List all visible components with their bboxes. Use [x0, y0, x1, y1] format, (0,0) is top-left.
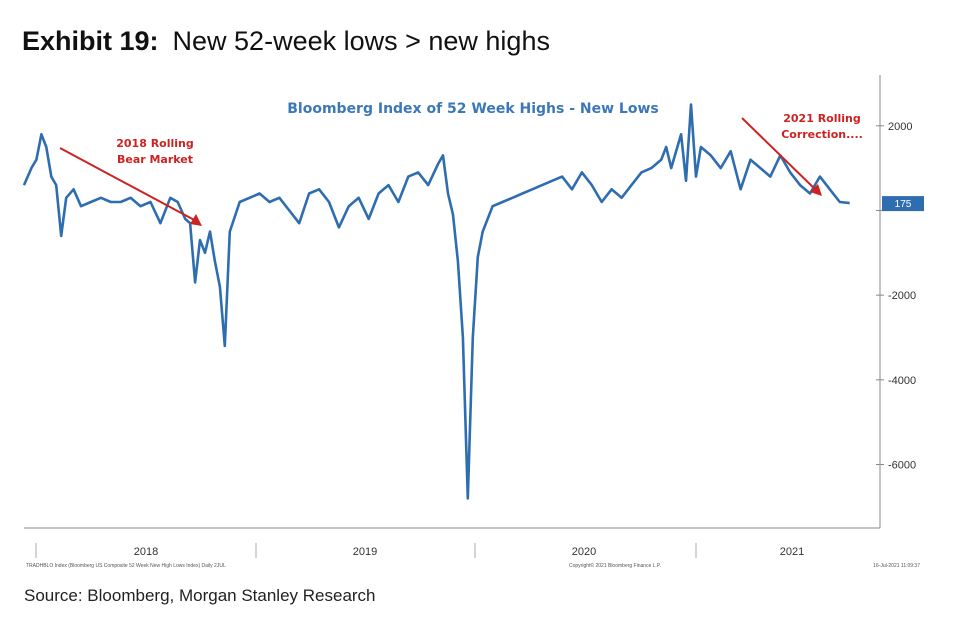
y-axis-ticks: 2000 -2000 -4000 -6000	[876, 121, 916, 471]
series-line	[22, 103, 850, 500]
annotation-2018-rolling-bear-market: 2018 Rolling Bear Market	[59, 137, 202, 226]
annotation-2021-line-2: Correction....	[781, 128, 863, 141]
annotation-2021-line-1: 2021 Rolling	[783, 112, 861, 125]
last-value-label: 175	[895, 199, 912, 210]
annotation-2021-arrowhead	[810, 184, 822, 196]
x-axis-years: 2018 2019 2020 2021	[35, 543, 804, 558]
footnote-left: TRADHBLO Index (Bloomberg US Composite 5…	[26, 563, 226, 569]
annotation-2021-rolling-correction: 2021 Rolling Correction....	[741, 112, 863, 196]
y-tick-label: -6000	[888, 459, 916, 471]
annotation-2018-line-2: Bear Market	[117, 153, 193, 166]
exhibit-title: New 52-week lows > new highs	[172, 26, 550, 56]
x-year-label: 2020	[572, 546, 596, 558]
last-value-badge: 175	[882, 196, 924, 212]
annotation-2018-arrow	[59, 147, 199, 223]
footnote-center: Copyright© 2021 Bloomberg Finance L.P.	[569, 562, 661, 569]
last-value-badge-box	[882, 196, 924, 212]
footnote-right: 16-Jul-2021 11:09:37	[873, 563, 920, 569]
annotation-2018-arrowhead	[190, 214, 202, 226]
y-tick-label: 2000	[888, 121, 912, 133]
y-tick-label: -4000	[888, 375, 916, 387]
exhibit-heading: Exhibit 19: New 52-week lows > new highs	[22, 26, 550, 57]
x-year-label: 2019	[353, 546, 377, 558]
x-year-label: 2021	[780, 546, 804, 558]
x-year-label: 2018	[134, 546, 158, 558]
chart-title: Bloomberg Index of 52 Week Highs - New L…	[287, 101, 659, 117]
y-tick-label: -2000	[888, 290, 916, 302]
annotation-2021-arrow	[741, 117, 819, 193]
source-note: Source: Bloomberg, Morgan Stanley Resear…	[24, 586, 376, 605]
exhibit-number: Exhibit 19:	[22, 26, 159, 56]
annotation-2018-line-1: 2018 Rolling	[116, 137, 194, 150]
